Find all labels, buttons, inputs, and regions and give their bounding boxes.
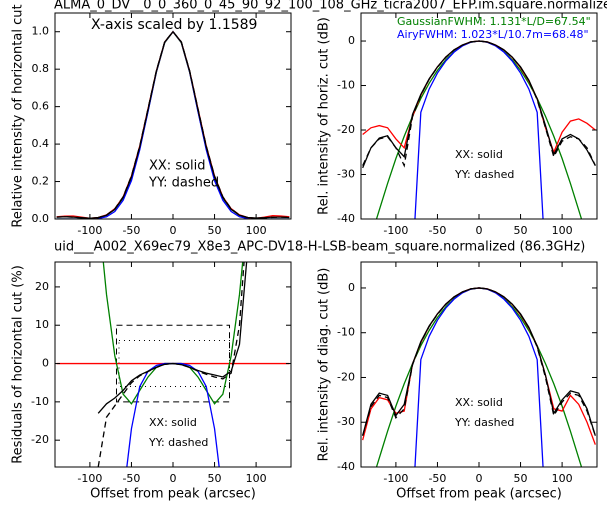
y-axis-label: Rel. intensity of horiz. cut (dB) <box>317 17 332 215</box>
x-tick-label: 50 <box>514 472 528 485</box>
y-tick-label: 10 <box>35 318 49 331</box>
series-line <box>362 287 596 436</box>
annotation: YY: dashed <box>148 436 208 449</box>
x-tick-label: 0 <box>476 472 483 485</box>
x-tick-label: 100 <box>246 472 267 485</box>
y-tick-label: 0.0 <box>32 212 50 225</box>
x-tick-label: 0 <box>170 472 177 485</box>
annotation: GaussianFWHM: 1.131*L/D=67.54" <box>397 15 591 28</box>
y-tick-label: 1.0 <box>32 25 50 38</box>
x-tick-label: 100 <box>246 224 267 237</box>
y-tick-label: 0.6 <box>32 100 50 113</box>
y-tick-label: 0.2 <box>32 175 50 188</box>
x-tick-label: -100 <box>77 472 102 485</box>
plot-frame <box>360 261 598 468</box>
y-tick-label: -40 <box>337 212 355 225</box>
x-tick-label: -50 <box>428 224 446 237</box>
x-tick-label: 0 <box>476 224 483 237</box>
annotation: XX: solid <box>455 148 503 161</box>
plot-area <box>362 40 596 219</box>
annotation: YY: dashed <box>454 416 514 429</box>
annotation: XX: solid <box>149 159 206 174</box>
x-tick-label: -50 <box>122 224 140 237</box>
y-tick-label: -20 <box>337 123 355 136</box>
x-tick-label: 50 <box>208 472 222 485</box>
y-tick-label: -10 <box>31 395 49 408</box>
y-axis-label: Relative intensity of horizontal cut <box>11 4 26 227</box>
y-tick-label: -30 <box>337 168 355 181</box>
annotation: AiryFWHM: 1.023*L/10.7m=68.48" <box>397 28 589 41</box>
series-line <box>56 30 290 219</box>
x-axis-label: Offset from peak (arcsec) <box>90 487 256 502</box>
y-tick-label: 0 <box>42 357 49 370</box>
y-axis-label: Rel. intensity of diag. cut (dB) <box>317 268 332 462</box>
y-tick-label: 0 <box>348 34 355 47</box>
series-line <box>56 30 290 219</box>
y-tick-label: -20 <box>337 370 355 383</box>
series-line <box>362 40 596 155</box>
series-line <box>97 262 248 414</box>
y-tick-label: 0.8 <box>32 62 50 75</box>
x-axis-label: Offset from peak (arcsec) <box>396 487 562 502</box>
annotation: X-axis scaled by 1.1589 <box>91 17 257 33</box>
annotation: XX: solid <box>455 396 503 409</box>
chart-title: ALMA_0_DV__0_0_360_0_45_90_92_100_108_GH… <box>54 0 607 13</box>
series-line <box>97 262 245 467</box>
series-line <box>56 30 290 219</box>
y-tick-label: 20 <box>35 280 49 293</box>
y-tick-label: 0.4 <box>32 137 50 150</box>
x-tick-label: 50 <box>514 224 528 237</box>
y-tick-label: -30 <box>337 415 355 428</box>
y-axis-label: Residuals of horizontal cut (%) <box>11 265 26 464</box>
y-tick-label: 0 <box>348 281 355 294</box>
y-tick-label: -20 <box>31 433 49 446</box>
x-tick-label: -100 <box>383 472 408 485</box>
x-tick-label: -100 <box>77 224 102 237</box>
x-tick-label: 50 <box>208 224 222 237</box>
x-tick-label: 100 <box>552 224 573 237</box>
annotation: YY: dashed <box>148 176 219 191</box>
series-line <box>362 287 596 436</box>
annotation: YY: dashed <box>454 168 514 181</box>
series-line <box>362 40 596 168</box>
x-tick-label: -100 <box>383 224 408 237</box>
plot-area <box>362 287 596 467</box>
plot-area <box>56 30 290 219</box>
x-tick-label: 0 <box>170 224 177 237</box>
y-tick-label: -10 <box>337 326 355 339</box>
chart-title: uid___A002_X69ec79_X8e3_APC-DV18-H-LSB-b… <box>54 240 585 255</box>
y-tick-label: -40 <box>337 460 355 473</box>
annotation: XX: solid <box>149 416 197 429</box>
plot-area <box>56 262 290 467</box>
plot-frame <box>360 12 598 220</box>
x-tick-label: -50 <box>428 472 446 485</box>
x-tick-label: 100 <box>552 472 573 485</box>
y-tick-label: -10 <box>337 79 355 92</box>
x-tick-label: -50 <box>122 472 140 485</box>
